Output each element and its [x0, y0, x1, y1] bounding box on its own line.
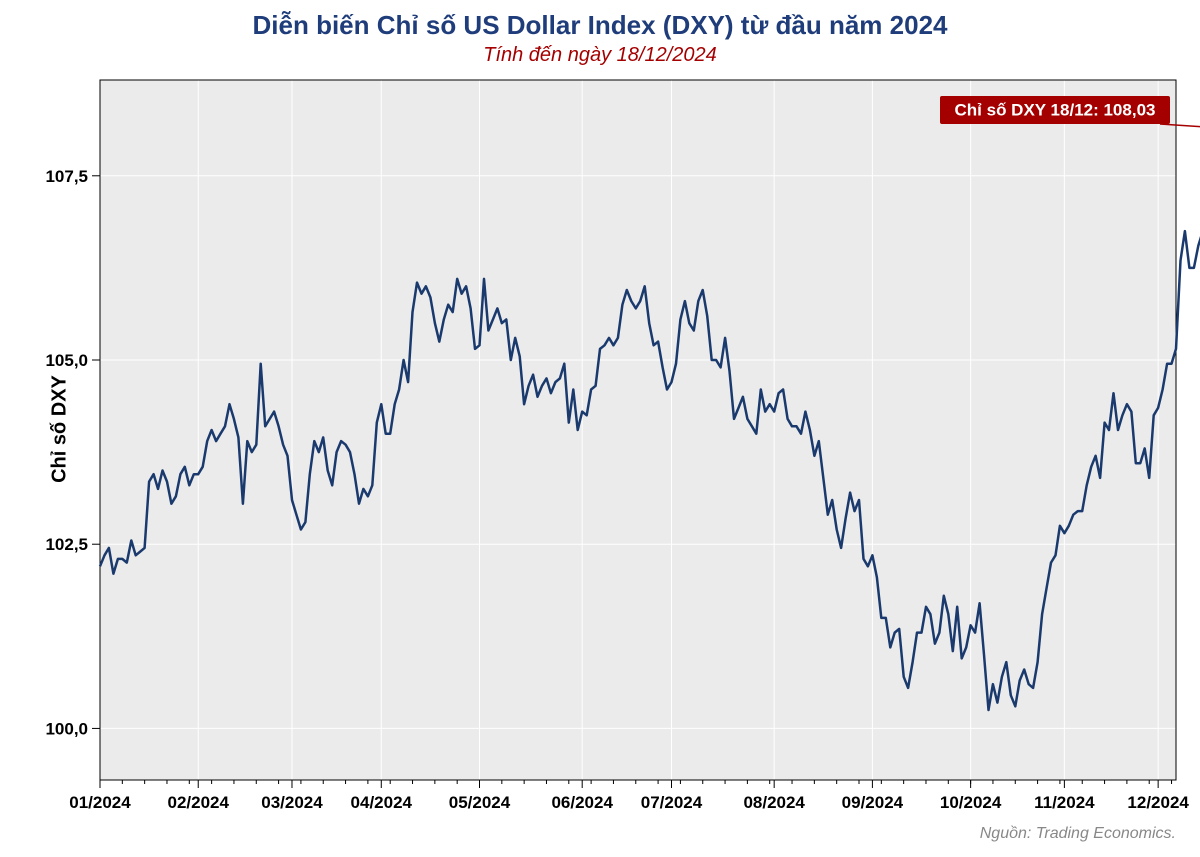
svg-text:05/2024: 05/2024: [449, 793, 511, 812]
svg-text:12/2024: 12/2024: [1127, 793, 1189, 812]
svg-text:10/2024: 10/2024: [940, 793, 1002, 812]
chart-svg: 100,0 102,5 105,0 107,5 01/2024 02/2024 03/202…: [0, 0, 1200, 857]
svg-text:01/2024: 01/2024: [69, 793, 131, 812]
svg-text:08/2024: 08/2024: [743, 793, 805, 812]
svg-text:07/2024: 07/2024: [641, 793, 703, 812]
svg-text:102,5: 102,5: [45, 535, 88, 554]
svg-text:09/2024: 09/2024: [842, 793, 904, 812]
svg-text:11/2024: 11/2024: [1034, 793, 1095, 812]
svg-text:03/2024: 03/2024: [261, 793, 323, 812]
svg-text:100,0: 100,0: [45, 719, 88, 738]
svg-text:Chỉ số DXY 18/12: 108,03: Chỉ số DXY 18/12: 108,03: [955, 100, 1156, 119]
svg-text:02/2024: 02/2024: [167, 793, 229, 812]
svg-text:06/2024: 06/2024: [551, 793, 613, 812]
svg-text:107,5: 107,5: [45, 167, 88, 186]
svg-text:105,0: 105,0: [45, 351, 88, 370]
chart-container: Diễn biến Chỉ số US Dollar Index (DXY) t…: [0, 0, 1200, 857]
svg-text:04/2024: 04/2024: [351, 793, 413, 812]
